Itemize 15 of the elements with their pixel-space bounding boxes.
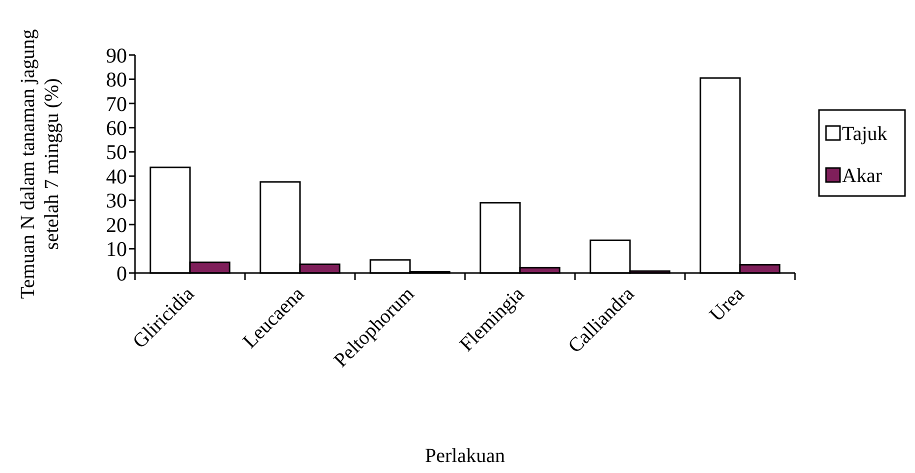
y-tick-label: 90 xyxy=(106,43,127,68)
y-tick-label: 10 xyxy=(106,237,127,262)
y-tick-label: 80 xyxy=(106,68,127,92)
legend-label: Tajuk xyxy=(842,123,888,145)
y-tick-label: 60 xyxy=(106,116,127,140)
y-tick-label: 50 xyxy=(106,140,127,164)
y-tick-label: 0 xyxy=(116,261,127,286)
y-tick-label: 70 xyxy=(106,92,127,116)
y-tick-label: 40 xyxy=(106,164,127,188)
legend-label: Akar xyxy=(842,165,882,187)
y-axis-title: Temuan N dalam tanaman jagung setelah 7 minggu (%) xyxy=(17,29,63,299)
y-tick-label: 30 xyxy=(106,188,127,213)
x-axis-title: Perlakuan xyxy=(425,445,505,467)
y-tick-label: 20 xyxy=(106,212,127,237)
x-tick-label: Urea xyxy=(706,282,749,326)
